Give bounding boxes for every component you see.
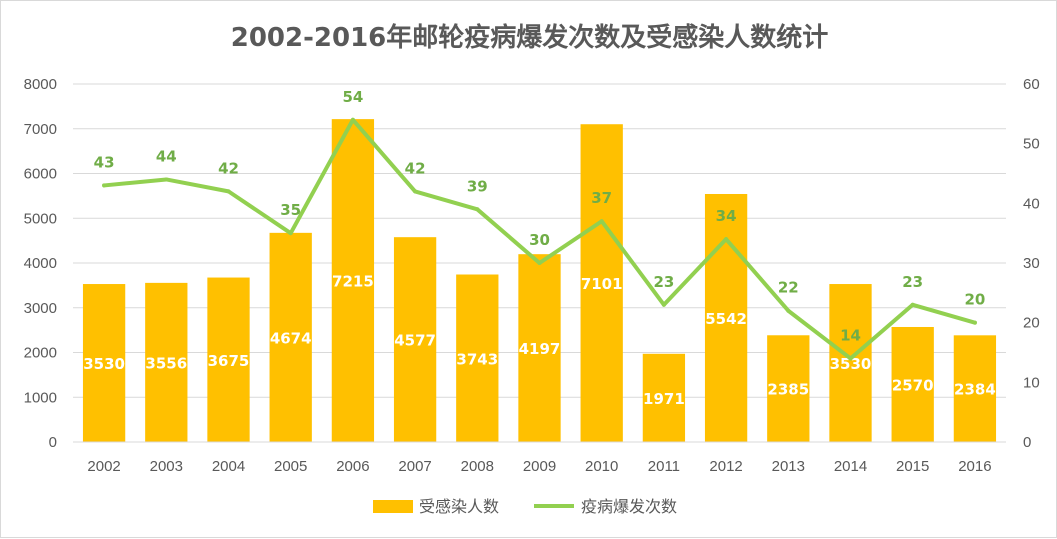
- outbreak-point: [661, 302, 666, 307]
- bar-data-label: 2570: [892, 376, 934, 394]
- x-tick-label: 2008: [461, 458, 494, 475]
- y-right-tick-label: 20: [1023, 315, 1040, 332]
- y-left-tick-label: 3000: [24, 300, 57, 317]
- outbreak-data-label: 30: [529, 231, 550, 249]
- bar-data-label: 3556: [145, 354, 187, 372]
- outbreak-point: [350, 117, 355, 122]
- outbreak-point: [413, 189, 418, 194]
- y-left-tick-label: 8000: [24, 76, 57, 93]
- x-tick-label: 2012: [709, 458, 742, 475]
- chart-title: 2002-2016年邮轮疫病爆发次数及受感染人数统计: [230, 23, 829, 53]
- legend-label-infected: 受感染人数: [419, 497, 499, 516]
- y-right-tick-label: 10: [1023, 374, 1040, 391]
- x-tick-label: 2015: [896, 458, 929, 475]
- x-tick-label: 2010: [585, 458, 618, 475]
- bar-data-label: 3675: [208, 352, 250, 370]
- y-left-tick-label: 6000: [24, 166, 57, 183]
- outbreak-point: [475, 207, 480, 212]
- outbreak-data-label: 42: [405, 159, 426, 177]
- outbreak-data-label: 42: [218, 159, 239, 177]
- outbreak-point: [226, 189, 231, 194]
- y-right-tick-label: 60: [1023, 76, 1040, 93]
- x-tick-label: 2011: [648, 458, 680, 475]
- bar-infected: [393, 237, 437, 442]
- bar-data-label: 7215: [332, 273, 374, 291]
- legend-swatch-bar: [373, 500, 413, 513]
- outbreak-point: [164, 177, 169, 182]
- y-right-tick-label: 0: [1023, 434, 1031, 451]
- bar-data-label: 4674: [270, 329, 312, 347]
- x-tick-label: 2006: [336, 458, 369, 475]
- bar-infected: [145, 282, 188, 442]
- bar-infected: [269, 232, 312, 442]
- bar-infected: [518, 254, 561, 442]
- outbreak-data-label: 34: [716, 207, 737, 225]
- bar-data-label: 3530: [83, 355, 125, 373]
- outbreak-point: [537, 261, 542, 265]
- outbreak-data-label: 22: [778, 279, 799, 297]
- bar-infected: [82, 284, 126, 442]
- x-tick-label: 2007: [398, 458, 431, 475]
- outbreak-data-label: 43: [94, 153, 115, 171]
- bar-infected: [953, 335, 997, 442]
- x-tick-label: 2004: [212, 458, 245, 475]
- outbreak-point: [102, 183, 107, 188]
- bar-data-label: 2384: [954, 381, 996, 399]
- outbreak-data-label: 23: [902, 273, 923, 291]
- outbreak-data-label: 39: [467, 177, 488, 195]
- outbreak-point: [910, 302, 915, 307]
- y-left-tick-label: 2000: [24, 345, 57, 362]
- y-right-tick-label: 30: [1023, 255, 1040, 272]
- outbreak-data-label: 35: [280, 201, 301, 219]
- legend-label-outbreaks: 疫病爆发次数: [581, 497, 677, 516]
- bar-infected: [767, 335, 810, 442]
- bar-data-label: 5542: [705, 310, 747, 328]
- y-right-tick-label: 50: [1023, 136, 1040, 153]
- bar-infected: [580, 124, 623, 442]
- outbreak-point: [599, 219, 604, 224]
- outbreak-data-label: 54: [342, 88, 363, 106]
- outbreak-data-label: 14: [840, 326, 861, 344]
- y-left-tick-label: 0: [49, 434, 57, 451]
- x-tick-label: 2014: [834, 458, 867, 475]
- x-tick-label: 2002: [87, 458, 120, 475]
- outbreak-point: [288, 231, 293, 236]
- outbreak-point: [848, 356, 853, 361]
- outbreak-point: [724, 237, 729, 242]
- y-left-tick-label: 7000: [24, 121, 57, 138]
- outbreak-data-label: 23: [653, 273, 674, 291]
- bar-infected: [456, 274, 499, 442]
- bar-data-label: 2385: [767, 381, 809, 399]
- outbreak-data-label: 20: [964, 291, 985, 309]
- outbreak-point: [786, 308, 791, 313]
- y-left-tick-label: 1000: [24, 389, 57, 406]
- bar-data-label: 4197: [519, 340, 561, 358]
- outbreak-point: [972, 320, 977, 325]
- bar-infected: [331, 119, 375, 442]
- y-left-tick-label: 5000: [24, 210, 57, 227]
- bar-infected: [829, 284, 872, 442]
- outbreak-data-label: 44: [156, 147, 177, 165]
- bar-data-label: 7101: [581, 275, 623, 293]
- y-right-tick-label: 40: [1023, 195, 1040, 212]
- bar-data-label: 4577: [394, 332, 436, 350]
- bar-infected: [891, 326, 934, 442]
- bar-data-label: 3530: [830, 355, 872, 373]
- bar-infected: [207, 277, 250, 442]
- outbreak-data-label: 37: [591, 189, 612, 207]
- y-left-tick-label: 4000: [24, 255, 57, 272]
- x-tick-label: 2003: [150, 458, 183, 475]
- x-tick-label: 2016: [958, 458, 991, 475]
- bar-data-label: 3743: [456, 350, 498, 368]
- bar-infected: [642, 353, 686, 442]
- x-tick-label: 2013: [772, 458, 805, 475]
- bar-data-label: 1971: [643, 390, 685, 408]
- bar-infected: [704, 193, 748, 442]
- x-tick-label: 2009: [523, 458, 556, 475]
- x-tick-label: 2005: [274, 458, 307, 475]
